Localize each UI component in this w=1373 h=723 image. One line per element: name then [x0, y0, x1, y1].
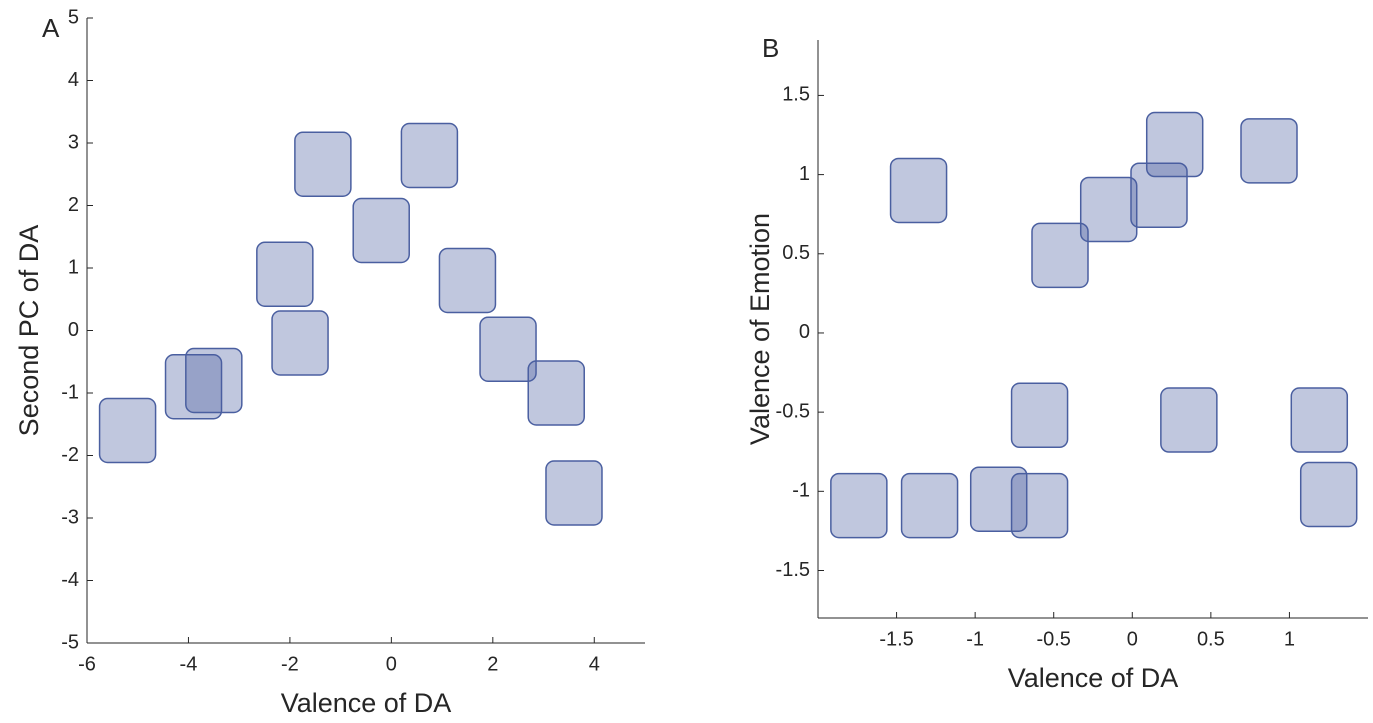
- x-tick-label: -1.5: [879, 628, 913, 650]
- point-image: [891, 158, 947, 222]
- y-tick-label: 0: [68, 319, 79, 341]
- point-image: [1291, 388, 1347, 452]
- x-tick-label: -2: [281, 653, 299, 675]
- point-image: [439, 249, 495, 313]
- point-image: [186, 349, 242, 413]
- y-tick-label: 4: [68, 69, 79, 91]
- y-tick-label: -1: [61, 381, 79, 403]
- x-tick-label: -1: [966, 628, 984, 650]
- y-tick-label: 1: [799, 163, 810, 185]
- y-tick-label: -1: [792, 480, 810, 502]
- y-tick-label: -3: [61, 506, 79, 528]
- point-image: [546, 461, 602, 525]
- figure: -6 -4 -2 0 2 4 -5 -4 -3 -2 -1 0 1 2 3 4 5 Valence of DA Se…: [0, 0, 1373, 723]
- point-image: [1081, 177, 1137, 241]
- point-image: [401, 124, 457, 188]
- y-tick-label: -0.5: [776, 400, 810, 422]
- x-tick-label: -0.5: [1036, 628, 1070, 650]
- x-tick-label: 0: [1127, 628, 1138, 650]
- point-image: [100, 399, 156, 463]
- x-tick-label: 2: [487, 653, 498, 675]
- panel-label: A: [42, 13, 60, 43]
- y-tick-label: 2: [68, 194, 79, 216]
- y-tick-label: -4: [61, 569, 79, 591]
- x-tick-label: 1: [1284, 628, 1295, 650]
- point-image: [1161, 388, 1217, 452]
- y-axis-label: Second PC of DA: [14, 225, 44, 437]
- y-tick-label: -5: [61, 631, 79, 653]
- y-tick-label: 1: [68, 256, 79, 278]
- point-image: [1241, 119, 1297, 183]
- point-image: [1012, 383, 1068, 447]
- point-image: [272, 311, 328, 375]
- y-tick-label: 0.5: [782, 242, 810, 264]
- x-tick-label: 0: [386, 653, 397, 675]
- point-image: [353, 199, 409, 263]
- x-tick-label: -4: [180, 653, 198, 675]
- y-axis-label: Valence of Emotion: [745, 213, 775, 445]
- point-image: [1012, 474, 1068, 538]
- y-tick-label: 1.5: [782, 84, 810, 106]
- point-image: [831, 474, 887, 538]
- y-tick-label: 0: [799, 321, 810, 343]
- point-image: [257, 242, 313, 306]
- point-image: [902, 474, 958, 538]
- x-tick-label: -6: [78, 653, 96, 675]
- x-tick-label: 4: [589, 653, 600, 675]
- point-image: [1301, 462, 1357, 526]
- y-tick-label: 5: [68, 6, 79, 28]
- x-axis-label: Valence of DA: [1008, 663, 1179, 693]
- x-tick-label: 0.5: [1197, 628, 1225, 650]
- y-tick-label: 3: [68, 131, 79, 153]
- point-image: [295, 132, 351, 196]
- panel-label: B: [762, 33, 779, 63]
- point-image: [528, 361, 584, 425]
- point-image: [1032, 223, 1088, 287]
- x-axis-label: Valence of DA: [281, 688, 452, 718]
- y-tick-label: -2: [61, 444, 79, 466]
- point-image: [1147, 113, 1203, 177]
- y-tick-label: -1.5: [776, 559, 810, 581]
